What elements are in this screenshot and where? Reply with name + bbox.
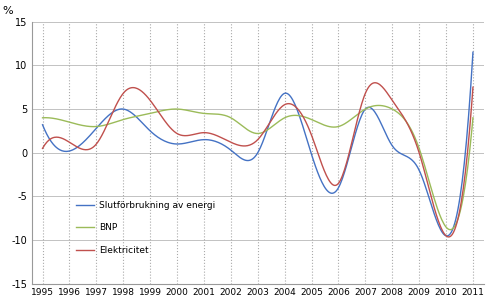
Elektricitet (210, 132, 216, 136)
Legend: Slutförbrukning av energi, BNP, Elektricitet: Slutförbrukning av energi, BNP, Elektric… (72, 197, 218, 258)
BNP (447, 228, 453, 232)
Elektricitet (91, 144, 97, 148)
Elektricitet (470, 85, 476, 89)
Slutförbrukning av energi (210, 139, 216, 143)
Elektricitet (39, 147, 45, 150)
Line: Slutförbrukning av energi: Slutförbrukning av energi (42, 52, 473, 236)
Elektricitet (352, 126, 358, 130)
Elektricitet (445, 235, 451, 239)
Line: Elektricitet: Elektricitet (42, 83, 473, 237)
Slutförbrukning av energi (311, 158, 317, 162)
Slutförbrukning av energi (350, 140, 356, 143)
BNP (39, 116, 45, 119)
Text: %: % (2, 6, 13, 16)
Slutförbrukning av energi (352, 132, 358, 136)
BNP (352, 114, 358, 118)
Slutförbrukning av energi (180, 142, 186, 145)
BNP (470, 116, 476, 119)
Elektricitet (372, 81, 378, 85)
BNP (376, 104, 382, 107)
BNP (180, 108, 186, 111)
BNP (350, 116, 356, 119)
Elektricitet (180, 134, 186, 137)
BNP (311, 119, 317, 122)
Slutförbrukning av energi (470, 50, 476, 54)
Slutförbrukning av energi (39, 123, 45, 126)
Elektricitet (350, 135, 356, 139)
BNP (210, 112, 216, 116)
Slutförbrukning av energi (91, 129, 97, 133)
Line: BNP: BNP (42, 105, 473, 230)
Slutförbrukning av energi (444, 234, 450, 238)
Elektricitet (311, 138, 317, 142)
BNP (91, 125, 97, 129)
